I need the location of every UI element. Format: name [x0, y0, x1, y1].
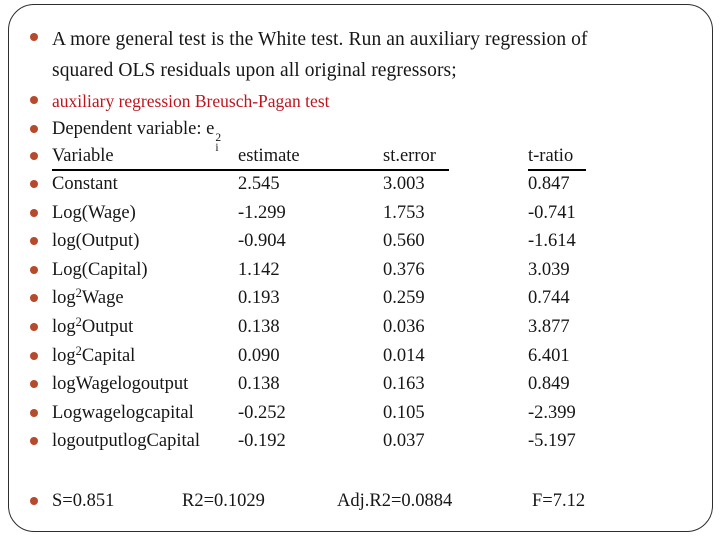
bullet-icon — [30, 496, 38, 505]
header-st-error-cell: st.error — [383, 145, 528, 171]
dependent-variable-prefix: Dependent variable: e — [52, 119, 215, 139]
table-header-row: Variable estimate st.error t-ratio — [30, 145, 692, 171]
estimate-value: 1.142 — [238, 259, 280, 280]
variable-label: log2Output — [52, 314, 134, 337]
summary-r2: R2=0.1029 — [182, 490, 265, 511]
variable-label: log2Wage — [52, 286, 124, 309]
table-row: logoutputlogCapital -0.192 0.037 -5.197 — [30, 428, 692, 457]
t-ratio-value: -0.741 — [528, 202, 576, 223]
estimate-value: -0.192 — [238, 431, 286, 452]
table-row: logWagelogoutput 0.138 0.163 0.849 — [30, 371, 692, 400]
variable-label: logoutputlogCapital — [52, 431, 200, 452]
header-estimate: estimate — [238, 145, 383, 171]
st-error-value: 0.105 — [383, 402, 425, 423]
variable-label: Log(Capital) — [52, 259, 148, 280]
bullet-icon — [30, 322, 38, 331]
superscript-2: 2 — [215, 132, 222, 144]
summary-grid: S=0.851 R2=0.1029 Adj.R2=0.0884 F=7.12 — [52, 488, 692, 515]
st-error-value: 0.560 — [383, 231, 425, 252]
superscript-2: 2 — [75, 343, 82, 358]
t-ratio-value: -5.197 — [528, 431, 576, 452]
breusch-pagan-bullet-item: auxiliary regression Breusch-Pagan test — [30, 88, 692, 116]
variable-label: log(Output) — [52, 231, 140, 252]
estimate-value: 0.193 — [238, 288, 280, 309]
header-t-ratio-cell: t-ratio — [528, 145, 692, 171]
bullet-icon — [30, 125, 38, 133]
t-ratio-value: -2.399 — [528, 402, 576, 423]
table-row: Log(Wage) -1.299 1.753 -0.741 — [30, 200, 692, 229]
estimate-value: -0.904 — [238, 231, 286, 252]
bullet-icon — [30, 237, 38, 246]
summary-f: F=7.12 — [532, 490, 586, 511]
bullet-icon — [30, 208, 38, 217]
bullet-icon — [30, 152, 38, 160]
st-error-value: 1.753 — [383, 202, 425, 223]
t-ratio-value: 0.744 — [528, 288, 570, 309]
bullet-icon — [30, 180, 38, 188]
table-row: log2Output 0.138 0.036 3.877 — [30, 314, 692, 343]
table-row: Logwagelogcapital -0.252 0.105 -2.399 — [30, 400, 692, 429]
intro-bullet-item: A more general test is the White test. R… — [30, 24, 692, 86]
variable-label: Constant — [52, 174, 118, 194]
breusch-pagan-label: auxiliary regression Breusch-Pagan test — [52, 91, 330, 111]
header-st-error: st.error — [383, 145, 449, 171]
t-ratio-value: 0.847 — [528, 174, 570, 194]
t-ratio-value: 0.849 — [528, 374, 570, 395]
variable-label: Log(Wage) — [52, 202, 136, 223]
t-ratio-value: 3.877 — [528, 316, 570, 337]
bullet-icon — [30, 351, 38, 360]
variable-label: logWagelogoutput — [52, 374, 189, 395]
bullet-icon — [30, 380, 38, 389]
t-ratio-value: 6.401 — [528, 345, 570, 366]
st-error-value: 0.376 — [383, 259, 425, 280]
t-ratio-value: -1.614 — [528, 231, 576, 252]
summary-adj-r2: Adj.R2=0.0884 — [337, 490, 453, 511]
bullet-icon — [30, 265, 38, 274]
estimate-value: 0.138 — [238, 316, 280, 337]
table-header-grid: Variable estimate st.error t-ratio — [52, 145, 692, 171]
summary-row: S=0.851 R2=0.1029 Adj.R2=0.0884 F=7.12 — [30, 488, 692, 516]
st-error-value: 0.036 — [383, 316, 425, 337]
t-ratio-value: 3.039 — [528, 259, 570, 280]
st-error-value: 0.259 — [383, 288, 425, 309]
table-row: log2Capital 0.090 0.014 6.401 — [30, 343, 692, 372]
estimate-value: 0.090 — [238, 345, 280, 366]
st-error-value: 0.163 — [383, 374, 425, 395]
st-error-value: 0.014 — [383, 345, 425, 366]
table-body: Constant 2.545 3.003 0.847 Log(Wage) -1.299 1.… — [30, 171, 692, 457]
table-row: Log(Capital) 1.142 0.376 3.039 — [30, 257, 692, 286]
slide-content: A more general test is the White test. R… — [30, 24, 692, 516]
superscript-2: 2 — [75, 314, 82, 329]
header-variable: Variable — [52, 145, 238, 171]
table-row: Constant 2.545 3.003 0.847 — [30, 171, 692, 200]
bullet-icon — [30, 294, 38, 303]
variable-label: log2Capital — [52, 343, 136, 366]
st-error-value: 3.003 — [383, 174, 425, 194]
estimate-value: -1.299 — [238, 202, 286, 223]
subscript-i: i — [215, 141, 219, 154]
bullet-icon — [30, 437, 38, 446]
intro-line-2: squared OLS residuals upon all original … — [52, 60, 457, 81]
header-t-ratio: t-ratio — [528, 145, 587, 171]
estimate-value: 2.545 — [238, 174, 280, 194]
bullet-icon — [30, 33, 38, 41]
intro-line-1: A more general test is the White test. R… — [52, 29, 588, 50]
superscript-2: 2 — [75, 286, 82, 301]
st-error-value: 0.037 — [383, 431, 425, 452]
estimate-value: -0.252 — [238, 402, 286, 423]
estimate-value: 0.138 — [238, 374, 280, 395]
bullet-icon — [30, 96, 38, 104]
variable-label: Logwagelogcapital — [52, 402, 194, 423]
bullet-icon — [30, 408, 38, 417]
table-row: log(Output) -0.904 0.560 -1.614 — [30, 228, 692, 257]
table-row: log2Wage 0.193 0.259 0.744 — [30, 285, 692, 314]
summary-s: S=0.851 — [52, 490, 115, 511]
intro-text: A more general test is the White test. R… — [52, 24, 588, 86]
